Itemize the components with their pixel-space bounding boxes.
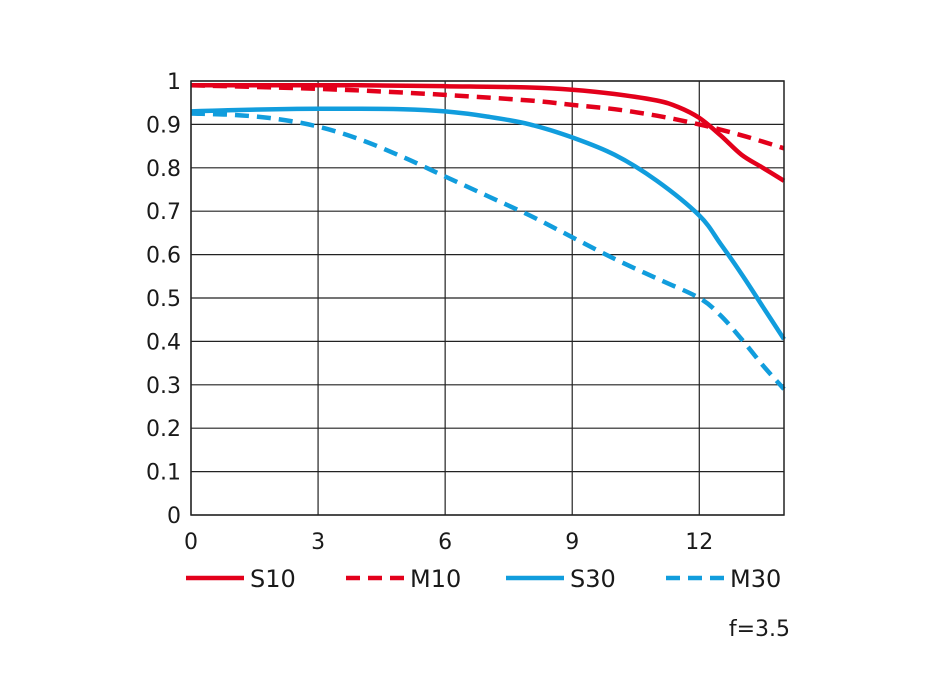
y-tick-label: 0.8 [146, 157, 181, 182]
legend: S10 M10 S30 M30 [186, 565, 781, 593]
plot-frame [190, 80, 785, 516]
y-tick-label: 0.7 [146, 200, 181, 225]
legend-label: M10 [410, 565, 461, 593]
legend-label: S10 [250, 565, 296, 593]
legend-label: M30 [730, 565, 781, 593]
y-tick-label: 0.6 [146, 244, 181, 269]
y-tick-label: 0.1 [146, 461, 181, 486]
legend-item-s10: S10 [186, 565, 296, 593]
y-tick-label: 0 [167, 504, 181, 529]
y-tick-label: 1 [167, 70, 181, 95]
legend-item-m30: M30 [666, 565, 781, 593]
y-axis-ticks: 0 0.1 0.2 0.3 0.4 0.5 0.6 0.7 0.8 0.9 1 [146, 70, 181, 529]
series-lines [190, 83, 786, 391]
x-tick-label: 9 [565, 530, 579, 555]
series-line-m30 [190, 111, 786, 391]
x-tick-label: 0 [184, 530, 198, 555]
x-tick-label: 12 [685, 530, 713, 555]
legend-item-m10: M10 [346, 565, 461, 593]
plot-border [190, 80, 785, 516]
y-tick-label: 0.3 [146, 374, 181, 399]
y-tick-label: 0.5 [146, 287, 181, 312]
series-line-s10 [191, 83, 786, 183]
x-axis-ticks: 0 3 6 9 12 [184, 530, 713, 555]
y-tick-label: 0.9 [146, 113, 181, 138]
aperture-note: f=3.5 [729, 617, 790, 642]
series-line-s30 [190, 106, 786, 341]
legend-item-s30: S30 [506, 565, 616, 593]
legend-label: S30 [570, 565, 616, 593]
series-line-m10 [190, 83, 785, 151]
x-tick-label: 3 [311, 530, 325, 555]
x-tick-label: 6 [438, 530, 452, 555]
y-tick-label: 0.4 [146, 330, 181, 355]
y-tick-label: 0.2 [146, 417, 181, 442]
grid [190, 80, 784, 516]
